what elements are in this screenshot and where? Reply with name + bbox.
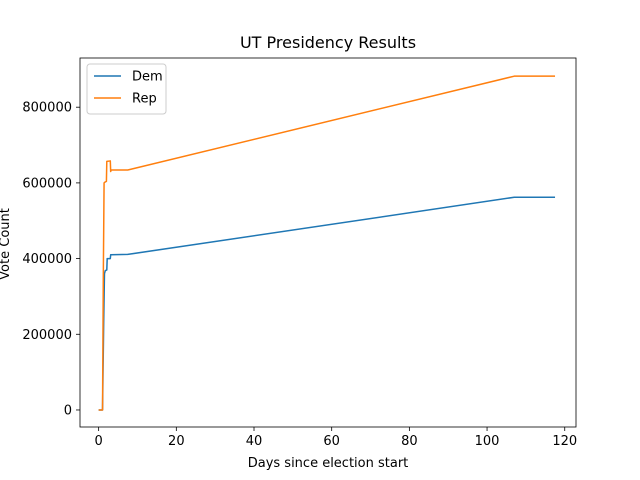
series-line-rep — [98, 75, 556, 411]
legend: Dem Rep — [86, 63, 167, 115]
legend-label-rep: Rep — [132, 92, 157, 107]
x-tick-label: 120 — [552, 434, 577, 449]
legend-label-dem: Dem — [132, 70, 163, 85]
x-tick-label: 20 — [168, 434, 185, 449]
x-tick-label: 80 — [401, 434, 418, 449]
x-tick-label: 40 — [246, 434, 263, 449]
y-tick-label: 800000 — [22, 101, 72, 116]
y-axis-label: Vote Count — [0, 208, 13, 280]
y-tick-label: 0 — [64, 403, 72, 418]
y-tick-label: 600000 — [22, 176, 72, 191]
series-line-dem — [98, 196, 556, 411]
x-tick-label: 0 — [95, 434, 103, 449]
chart-title: UT Presidency Results — [240, 33, 416, 52]
x-tick-label: 100 — [475, 434, 500, 449]
y-tick-label: 400000 — [22, 252, 72, 267]
x-tick-label: 60 — [323, 434, 340, 449]
x-axis-label: Days since election start — [248, 456, 409, 471]
y-tick-label: 200000 — [22, 328, 72, 343]
plot-frame — [79, 57, 577, 428]
